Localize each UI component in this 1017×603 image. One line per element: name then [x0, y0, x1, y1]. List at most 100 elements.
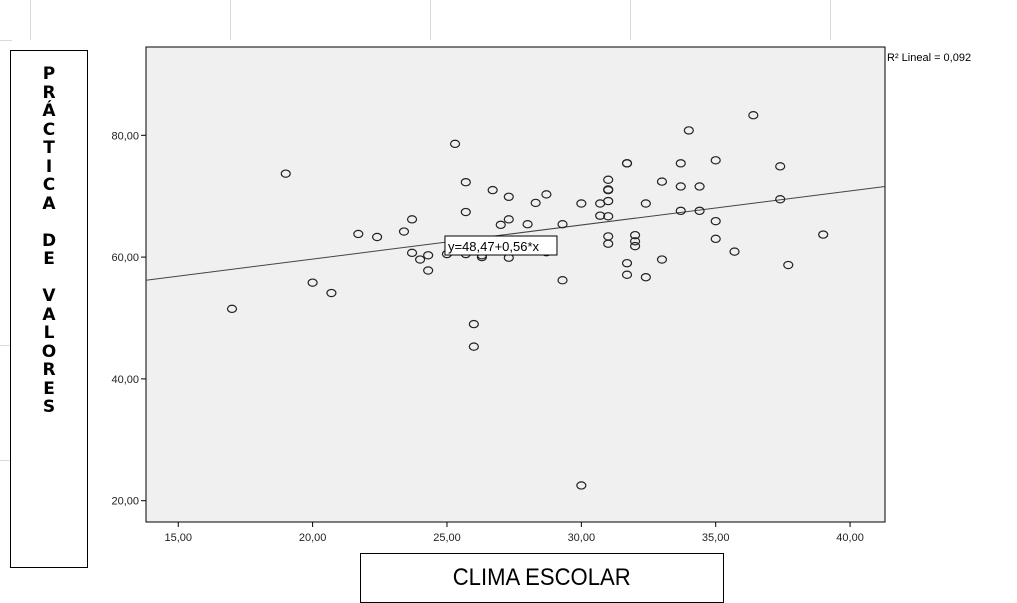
background-gridline — [430, 0, 431, 40]
y-axis-title-letter: P — [42, 64, 56, 84]
y-tick-label: 20,00 — [111, 496, 139, 508]
data-point — [683, 126, 694, 135]
fit-equation-text: y=48,47+0,56*x — [448, 239, 540, 254]
data-point — [226, 304, 238, 314]
data-point — [307, 278, 318, 287]
y-axis-title-gap — [46, 269, 52, 288]
y-axis-title-letter: D — [41, 230, 57, 251]
data-point — [406, 248, 418, 258]
data-point — [675, 182, 686, 191]
data-point — [398, 227, 410, 236]
x-tick-label: 20,00 — [299, 532, 327, 544]
data-point — [675, 159, 686, 168]
background-gridline — [0, 345, 12, 346]
background-gridline — [830, 0, 831, 40]
data-point — [460, 207, 471, 217]
data-point — [603, 212, 614, 221]
y-axis-title-letter: E — [43, 378, 55, 399]
y-axis-title-letter: O — [41, 341, 57, 362]
data-point — [710, 216, 721, 226]
y-axis-title-letter: V — [42, 286, 56, 306]
data-point — [423, 251, 434, 260]
data-point — [818, 230, 829, 239]
data-point — [495, 220, 506, 230]
data-point — [503, 215, 514, 224]
data-point — [449, 139, 461, 149]
x-axis: 15,00 20,00 25,00 30,00 35,00 40,00 — [164, 522, 864, 544]
data-point — [326, 288, 337, 298]
data-point — [775, 162, 786, 171]
data-point — [595, 211, 606, 220]
y-axis-title-letter: C — [42, 175, 56, 195]
regression-line — [145, 185, 886, 281]
data-point — [656, 255, 668, 264]
y-axis-title-letter: T — [43, 138, 55, 158]
y-axis-title-letter: R — [42, 360, 56, 380]
data-point — [640, 272, 651, 282]
fit-line — [145, 185, 886, 281]
background-gridline — [630, 0, 631, 40]
x-axis-title: CLIMA ESCOLAR — [360, 553, 724, 603]
data-point — [603, 239, 614, 248]
data-point — [729, 247, 740, 256]
data-point — [775, 195, 786, 204]
data-point — [656, 177, 668, 186]
data-point — [629, 241, 641, 251]
data-point — [640, 199, 651, 208]
y-axis-title-letter: C — [42, 119, 56, 140]
data-point — [353, 229, 364, 239]
data-point — [468, 319, 479, 329]
data-point — [372, 232, 383, 242]
x-tick-label: 15,00 — [164, 532, 192, 544]
data-point — [423, 266, 434, 275]
x-tick-label: 35,00 — [702, 532, 730, 544]
y-axis-title-letter: A — [42, 304, 56, 325]
data-point — [503, 192, 514, 202]
data-point — [710, 234, 721, 244]
data-point — [460, 177, 471, 187]
y-tick-label: 40,00 — [111, 374, 139, 386]
data-point — [557, 220, 568, 229]
y-axis-title-gap — [46, 213, 52, 232]
data-point — [557, 276, 568, 285]
x-tick-label: 30,00 — [568, 532, 596, 544]
r2-label: R² Lineal = 0,092 — [887, 52, 971, 64]
data-point — [603, 175, 614, 184]
plot-area — [145, 46, 886, 523]
y-axis-title-letter: S — [42, 397, 56, 417]
data-point — [406, 215, 418, 224]
y-axis-title-letter: L — [43, 323, 55, 343]
data-point — [487, 185, 498, 195]
data-point — [280, 169, 291, 178]
fit-equation-box — [444, 235, 558, 256]
data-point — [694, 182, 705, 191]
background-gridline — [0, 40, 12, 41]
background-gridline — [0, 460, 12, 461]
data-point — [694, 206, 705, 216]
data-point — [748, 111, 759, 120]
data-point — [621, 159, 633, 168]
background-gridline — [230, 0, 231, 40]
x-tick-label: 25,00 — [433, 532, 461, 544]
y-axis-title-letter: Á — [42, 101, 56, 121]
y-axis: 20,00 40,00 60,00 80,00 — [111, 130, 146, 508]
data-points — [226, 111, 829, 490]
data-point — [629, 230, 641, 240]
y-tick-label: 80,00 — [111, 130, 139, 142]
background-gridline — [30, 0, 31, 40]
data-point — [621, 270, 633, 279]
data-point — [629, 237, 641, 246]
data-point — [541, 190, 552, 199]
data-point — [783, 260, 794, 270]
data-point — [710, 156, 721, 165]
fit-equation-label: y=48,47+0,56*x — [444, 235, 558, 256]
data-point — [530, 198, 541, 208]
data-point — [576, 199, 587, 208]
data-point — [576, 481, 587, 490]
x-axis-title-text: CLIMA ESCOLAR — [453, 564, 631, 591]
x-tick-label: 40,00 — [836, 532, 864, 544]
y-tick-label: 60,00 — [111, 252, 139, 264]
y-axis-title-letter: E — [43, 249, 55, 269]
